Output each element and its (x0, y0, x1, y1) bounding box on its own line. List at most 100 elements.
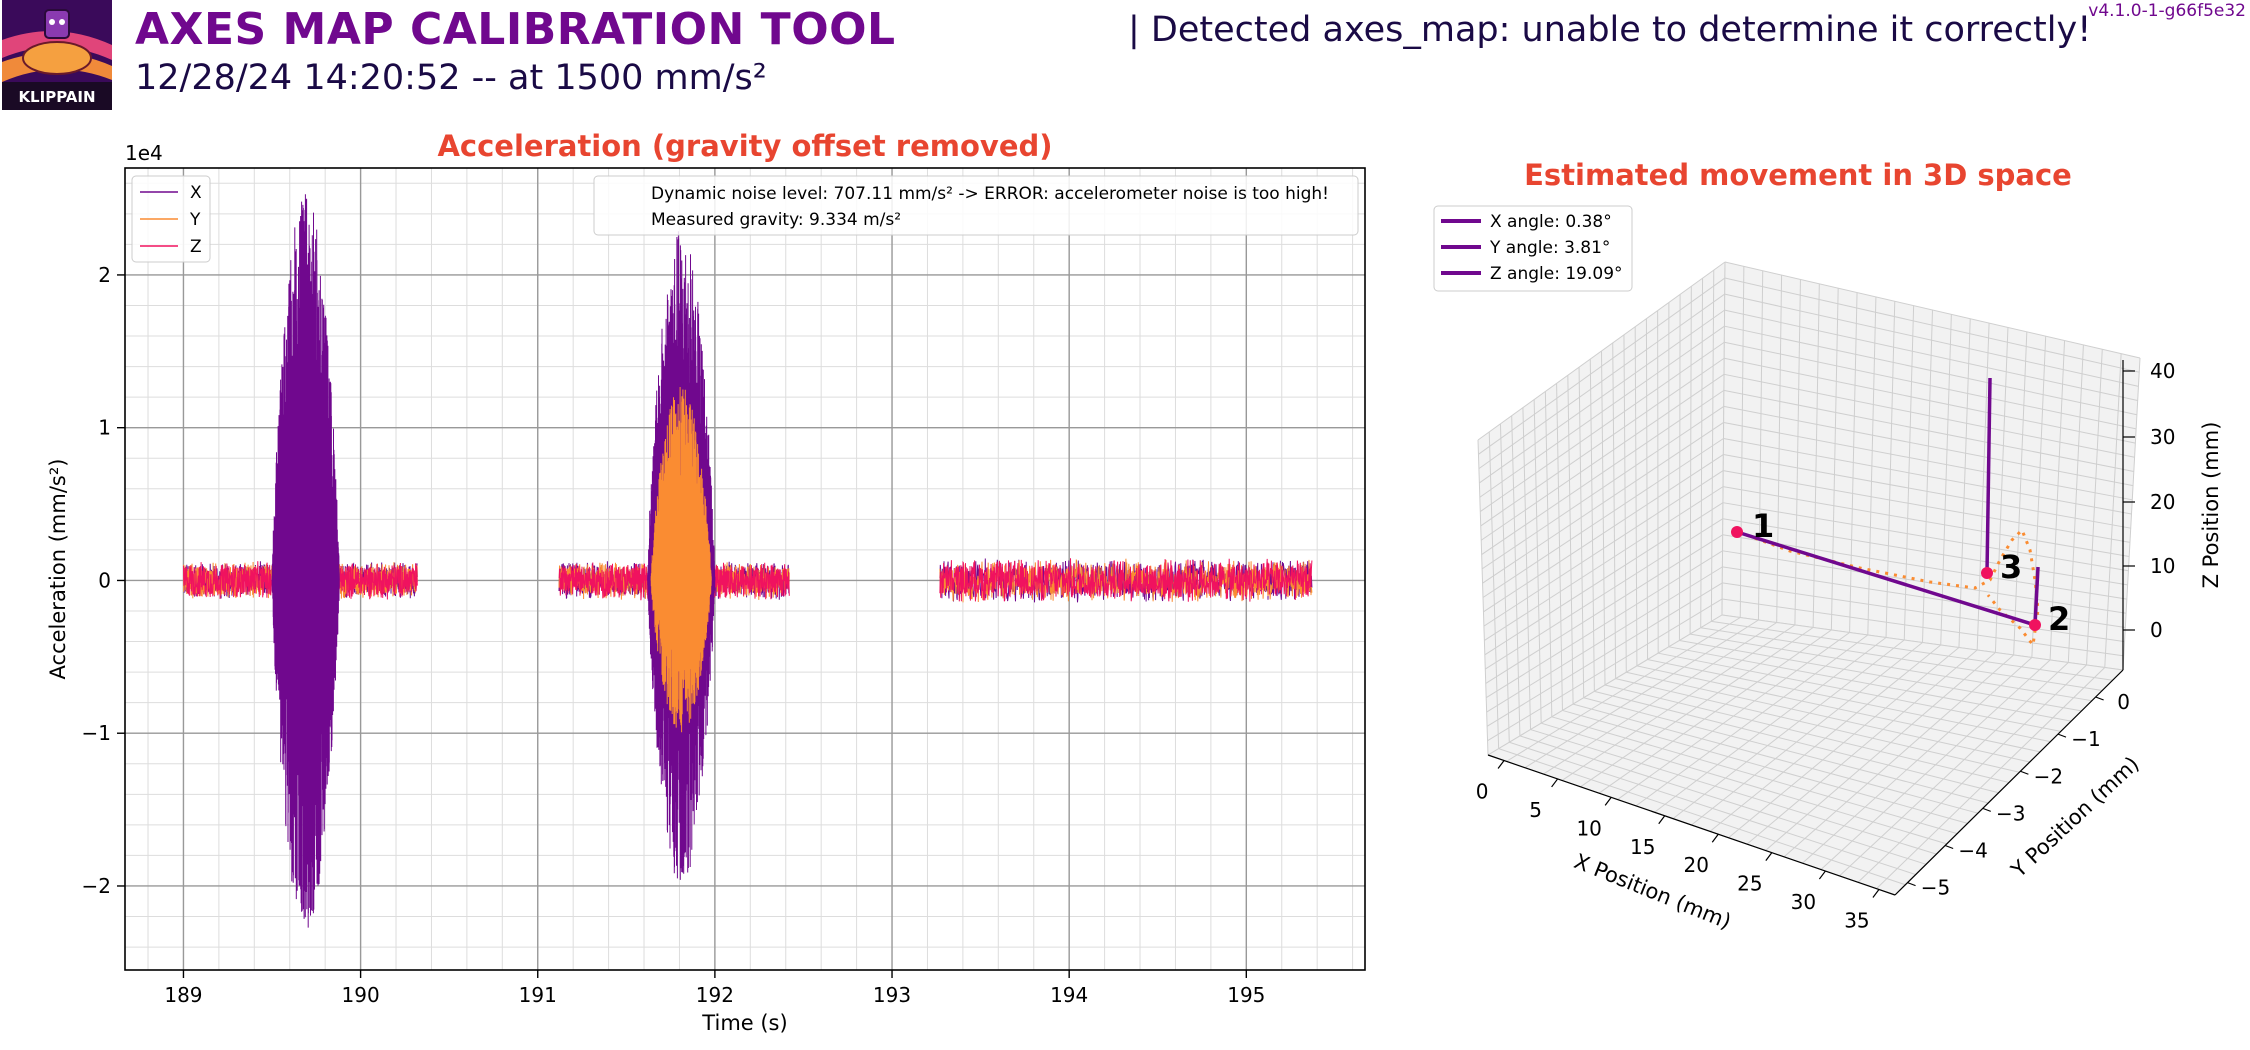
x-tick-label: 25 (1737, 872, 1762, 896)
y-axis-line (1894, 669, 2124, 896)
x-tick (1658, 815, 1666, 825)
x-tick (1604, 797, 1612, 806)
pane-back-wall-grid (1724, 309, 2138, 402)
pane-floor-grid (1728, 647, 1960, 839)
pane-back-wall-grid (1722, 566, 2126, 628)
x-tick (1818, 870, 1826, 880)
pane-back-wall-grid (1723, 438, 2132, 515)
z-movement-line (1985, 377, 1992, 574)
y-tick-label: 0 (2117, 690, 2130, 714)
pane-left-wall-grid (1487, 598, 1723, 742)
pane-left-wall-grid (1486, 582, 1723, 727)
y-tick-label: 0 (98, 568, 111, 592)
pane-floor-grid (1561, 624, 1796, 781)
pane-left-wall-grid (1480, 373, 1725, 541)
pane-left-wall-grid (1485, 518, 1724, 670)
annotation-text: Dynamic noise level: 707.11 mm/s² -> ERR… (651, 184, 1329, 204)
pane-left-wall-grid (1485, 550, 1723, 699)
pane-floor-grid (1783, 654, 2014, 858)
pane-back-wall-grid (1724, 261, 2141, 359)
x-tick-label: 0 (1476, 780, 1489, 804)
pane-left-wall-grid (1484, 502, 1724, 656)
plot-frame (124, 167, 1366, 971)
pane-floor-grid (1876, 667, 2106, 889)
x-tick-label: 189 (164, 983, 202, 1007)
x-tick-label: 194 (1050, 983, 1088, 1007)
y-tick (1907, 882, 1916, 887)
pane-floor-grid (1654, 637, 1887, 813)
pane-back-wall-grid (1724, 293, 2139, 387)
legend-label: Z angle: 19.09° (1490, 264, 1623, 284)
pane-floor-grid (1524, 619, 1759, 769)
y-tick (2020, 770, 2029, 775)
x-movement-line (1736, 530, 2036, 627)
signal-burst (271, 194, 340, 928)
pane-left-wall-grid (1485, 534, 1723, 684)
version-label: v4.1.0-1-g66f5e32 (2088, 1, 2246, 21)
pane-back-wall-grid (1723, 405, 2134, 487)
pane-back-wall-grid (1722, 534, 2127, 600)
x-tick-label: 10 (1576, 816, 1601, 840)
pane-left-wall-grid (1479, 341, 1725, 513)
pane-floor-grid (1487, 614, 1723, 756)
pane-left-wall-grid (1483, 454, 1724, 613)
legend-label: Y angle: 3.81° (1489, 238, 1610, 258)
y-axis-label: Y Position (mm) (2006, 752, 2144, 883)
x-tick (1711, 833, 1719, 843)
page-subtitle: 12/28/24 14:20:52 -- at 1500 mm/s² (135, 58, 767, 98)
y-tick (1944, 844, 1954, 850)
y-tick-label: −1 (82, 721, 111, 745)
pane-left-wall-grid (1478, 293, 1726, 470)
pane-back-wall-grid (1722, 518, 2128, 586)
point-label: 2 (2048, 600, 2070, 638)
chart-title: Acceleration (gravity offset removed) (437, 129, 1052, 163)
movement-point (2029, 619, 2041, 631)
x-tick-label: 195 (1227, 983, 1265, 1007)
x-tick-label: 5 (1529, 798, 1542, 822)
pane-back-wall-grid (1723, 373, 2135, 458)
pane-left-wall-grid (1478, 277, 1726, 455)
pane-floor-grid (1506, 617, 1741, 762)
pane-left-wall-grid (1482, 438, 1724, 598)
pane-floor-grid (1820, 659, 2051, 870)
pane-floor-grid (1617, 632, 1850, 800)
pane-floor-grid (1672, 639, 1905, 820)
legend-label: Z (190, 237, 202, 257)
signal-trace (939, 558, 1313, 602)
pane-floor-grid (1580, 627, 1814, 788)
x-tick-label: 15 (1630, 835, 1655, 859)
point-label: 1 (1752, 507, 1774, 545)
x-tick (1765, 852, 1773, 861)
x-tick-label: 190 (342, 983, 380, 1007)
legend-box (1433, 205, 1633, 292)
pane-left-wall-grid (1479, 309, 1725, 484)
y-multiplier: 1e4 (125, 141, 163, 165)
klippain-logo: KLIPPAIN (2, 0, 112, 110)
pane-back-wall-grid (1722, 582, 2125, 643)
acceleration-chart: 189 190 191 192 193 194 195 −2 −1 0 1 2 1e4 Accelerat… (46, 129, 1366, 1035)
pane-floor-grid (1802, 657, 2033, 864)
pane-left-wall-grid (1484, 486, 1724, 641)
pane-floor-grid (1709, 644, 1942, 832)
x-tick (1551, 778, 1559, 788)
point-label: 3 (2000, 548, 2022, 586)
pane-back-wall-grid (1723, 454, 2131, 529)
x-axis-label: Time (s) (701, 1011, 787, 1035)
pane-back-wall-grid (1724, 325, 2138, 416)
y-tick (2095, 696, 2104, 701)
axes-map-status: | Detected axes_map: unable to determine… (1128, 10, 2092, 50)
signal-burst (647, 231, 716, 880)
y-tick-label: −2 (2034, 764, 2063, 788)
pane-floor-grid (1543, 622, 1777, 775)
x-tick-label: 191 (519, 983, 557, 1007)
x-tick-label: 35 (1844, 908, 1869, 932)
y-axis-label: Acceleration (mm/s²) (46, 459, 70, 680)
x-tick (1872, 889, 1880, 898)
pane-floor-grid (1746, 649, 1978, 845)
pane-left-wall (1478, 262, 1725, 755)
y-tick-label: 2 (98, 263, 111, 287)
z-tick-label: 30 (2150, 425, 2175, 449)
signal-burst (650, 386, 712, 733)
